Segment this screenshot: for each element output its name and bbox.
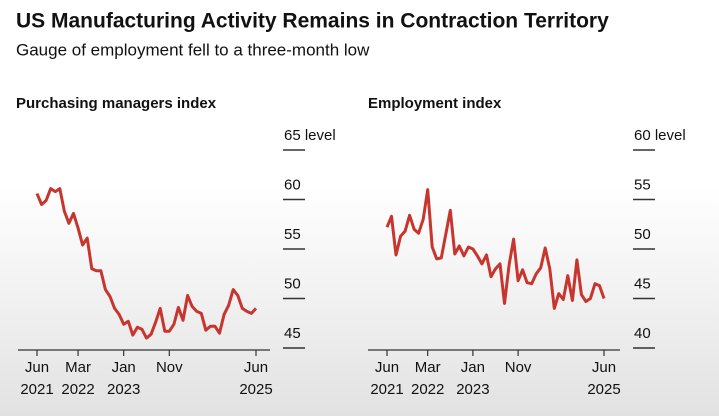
x-tick-label: Jun 2021 xyxy=(370,359,403,398)
y-tick-label: 45 xyxy=(634,275,651,292)
y-tick-label: 60 xyxy=(284,176,301,193)
x-tick-label: Nov xyxy=(156,359,183,376)
line xyxy=(385,188,606,310)
subtitle: Gauge of employment fell to a three-mont… xyxy=(16,40,370,59)
x-tick-label: Mar 2022 xyxy=(61,359,94,398)
x-tick-label: Jun 2025 xyxy=(587,359,620,398)
y-tick-label: 65 level xyxy=(284,127,336,144)
x-tick-label: Nov xyxy=(505,359,532,376)
y-tick-label: 40 xyxy=(634,325,651,342)
panel-title: Employment index xyxy=(368,95,502,112)
y-tick-label: 50 xyxy=(634,226,651,243)
y-tick-label: 45 xyxy=(284,325,301,342)
x-tick-label: Jan 2023 xyxy=(456,359,489,398)
x-tick-label: Jun 2021 xyxy=(20,359,53,398)
y-tick-label: 50 xyxy=(284,275,301,292)
title: US Manufacturing Activity Remains in Con… xyxy=(16,10,609,33)
y-tick-label: 60 level xyxy=(634,127,686,144)
x-tick-label: Jan 2023 xyxy=(107,359,140,398)
y-tick-label: 55 xyxy=(284,226,301,243)
y-tick-label: 55 xyxy=(634,176,651,193)
panel-title: Purchasing managers index xyxy=(16,95,217,112)
line xyxy=(35,187,258,340)
x-tick-label: Mar 2022 xyxy=(411,359,444,398)
x-tick-label: Jun 2025 xyxy=(239,359,272,398)
